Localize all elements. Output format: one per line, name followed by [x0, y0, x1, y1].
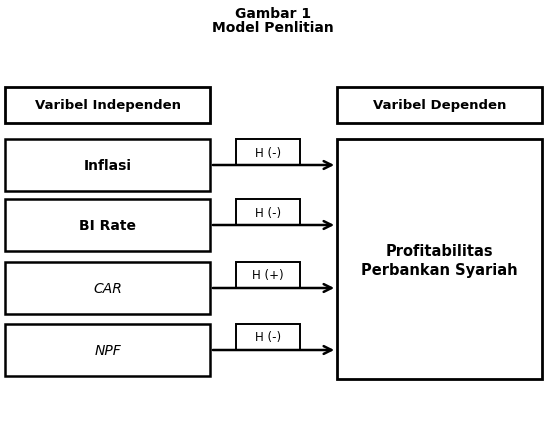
Bar [236, 200, 300, 225]
Bar [236, 324, 300, 350]
Text: CAR: CAR [93, 281, 122, 295]
Bar [5, 324, 210, 376]
Bar [236, 262, 300, 289]
Text: NPF: NPF [94, 343, 121, 357]
Text: BI Rate: BI Rate [79, 218, 136, 233]
Text: Inflasi: Inflasi [84, 159, 131, 172]
Text: Perbankan Syariah: Perbankan Syariah [361, 262, 518, 277]
Text: Model Penlitian: Model Penlitian [212, 21, 334, 35]
Text: Varibel Dependen: Varibel Dependen [373, 99, 506, 112]
Bar [236, 140, 300, 166]
Bar [5, 88, 210, 124]
Bar [5, 140, 210, 191]
Text: Profitabilitas: Profitabilitas [386, 244, 493, 259]
Bar [337, 140, 542, 379]
Text: H (-): H (-) [255, 331, 281, 344]
Bar [337, 88, 542, 124]
Bar [5, 200, 210, 252]
Text: Gambar 1: Gambar 1 [235, 7, 311, 21]
Text: H (-): H (-) [255, 146, 281, 159]
Bar [5, 262, 210, 314]
Text: Varibel Independen: Varibel Independen [34, 99, 181, 112]
Text: H (+): H (+) [252, 269, 284, 282]
Text: H (-): H (-) [255, 206, 281, 219]
